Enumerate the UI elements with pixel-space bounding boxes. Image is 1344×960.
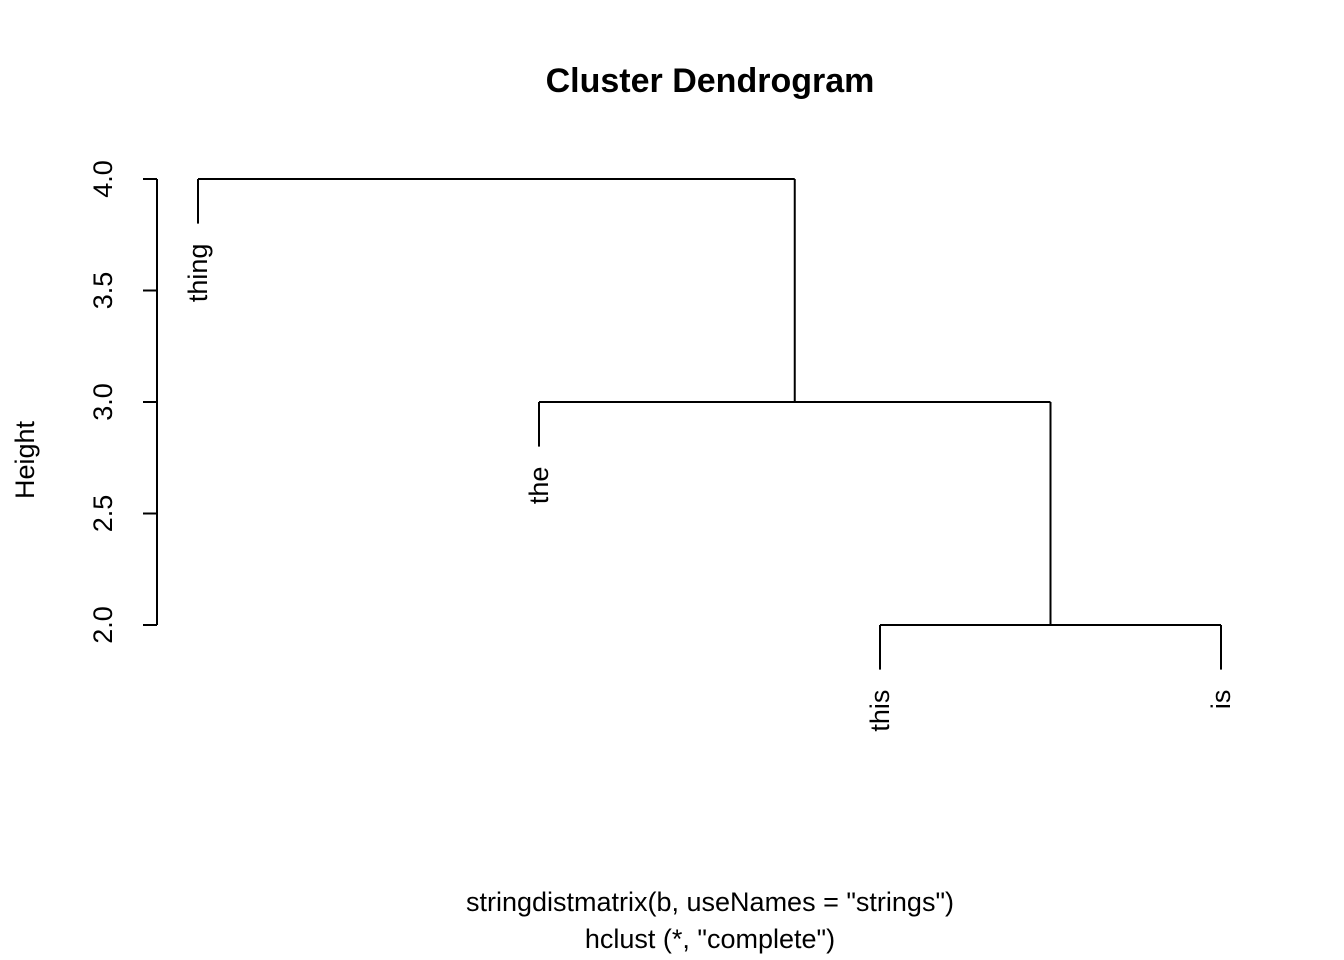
method-sublabel: hclust (*, "complete") xyxy=(585,924,835,954)
leaf-label-is: is xyxy=(1206,690,1236,710)
chart-title: Cluster Dendrogram xyxy=(546,62,875,100)
dendrogram-branches xyxy=(197,178,1222,670)
y-tick-label: 2.0 xyxy=(88,606,118,644)
x-axis-label: stringdistmatrix(b, useNames = "strings"… xyxy=(466,887,954,917)
leaf-label-this: this xyxy=(865,690,895,732)
y-axis-label: Height xyxy=(10,420,40,499)
y-tick-label: 4.0 xyxy=(88,160,118,198)
y-tick-label: 3.0 xyxy=(88,383,118,421)
y-tick-label: 3.5 xyxy=(88,272,118,310)
leaf-label-the: the xyxy=(524,467,554,505)
leaf-label-thing: thing xyxy=(183,244,213,303)
leaf-labels: thing the this is xyxy=(183,244,1236,732)
y-tick-label: 2.5 xyxy=(88,495,118,533)
y-axis: 2.0 2.5 3.0 3.5 4.0 xyxy=(88,160,158,644)
